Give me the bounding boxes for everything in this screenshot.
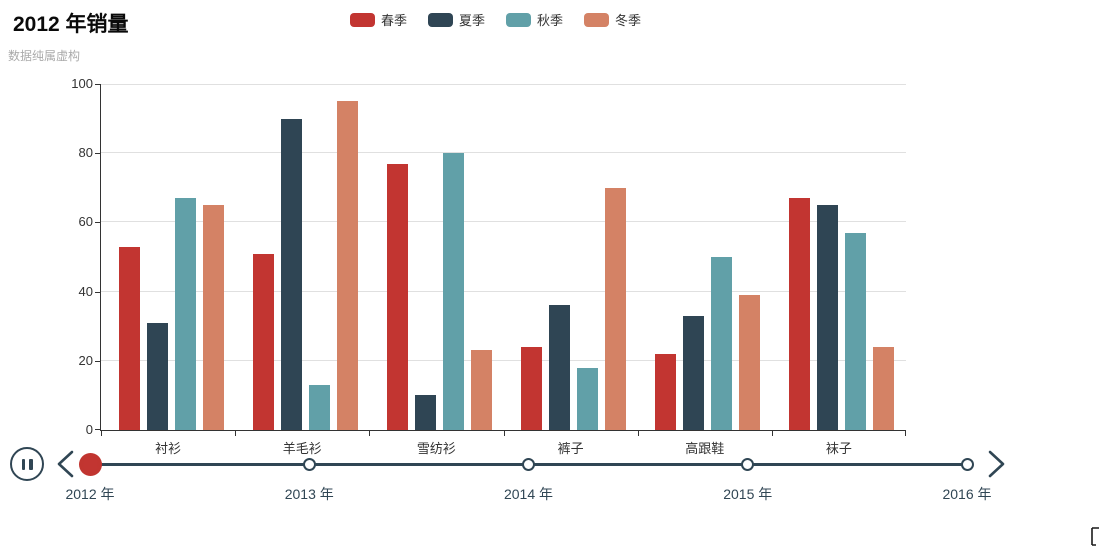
bar[interactable] xyxy=(414,395,436,430)
y-axis-label: 60 xyxy=(78,214,93,230)
chevron-left-icon[interactable] xyxy=(52,448,78,480)
y-axis-label: 40 xyxy=(78,283,93,299)
legend-label: 春季 xyxy=(381,13,408,28)
timeline-node[interactable] xyxy=(302,458,316,471)
bar[interactable] xyxy=(655,353,677,430)
x-axis-tick xyxy=(638,431,639,436)
timeline-node[interactable] xyxy=(522,458,535,471)
legend-swatch-icon xyxy=(428,12,454,27)
y-axis-label: 0 xyxy=(85,422,93,437)
legend-swatch-icon xyxy=(350,12,375,27)
x-axis-label: 羊毛衫 xyxy=(282,441,322,456)
bar[interactable] xyxy=(280,118,302,430)
y-axis-tick xyxy=(95,84,100,85)
play-pause-button[interactable] xyxy=(10,447,44,481)
x-axis-label: 高跟鞋 xyxy=(685,441,725,456)
x-axis-label: 衬衫 xyxy=(155,441,182,456)
bar[interactable] xyxy=(521,346,543,430)
bar[interactable] xyxy=(386,163,408,430)
bar[interactable] xyxy=(605,187,627,430)
bar[interactable] xyxy=(442,153,464,430)
bar[interactable] xyxy=(336,101,358,430)
x-axis-label: 雪纺衫 xyxy=(416,441,456,456)
legend-label: 夏季 xyxy=(459,13,486,28)
timeline-node[interactable] xyxy=(741,458,755,471)
y-axis-tick xyxy=(95,360,100,362)
legend-item-4[interactable]: 冬季 xyxy=(584,10,641,29)
timeline-year-label[interactable]: 2016 年 xyxy=(942,486,992,502)
chevron-right-icon[interactable] xyxy=(984,448,1010,480)
page-title: 2012 年销量 xyxy=(13,13,129,36)
x-axis-tick xyxy=(504,431,505,436)
x-axis-label: 裤子 xyxy=(557,441,584,456)
bar[interactable] xyxy=(146,322,168,430)
gridline xyxy=(101,84,906,85)
y-axis-label: 80 xyxy=(78,145,93,161)
bar[interactable] xyxy=(470,350,492,430)
bar[interactable] xyxy=(174,198,196,430)
bar[interactable] xyxy=(873,346,895,430)
pause-icon xyxy=(21,458,33,470)
bar[interactable] xyxy=(789,198,811,430)
bar[interactable] xyxy=(252,253,274,430)
text-cursor xyxy=(1091,527,1099,546)
y-axis-label: 20 xyxy=(78,352,93,368)
bar[interactable] xyxy=(308,385,330,430)
legend-swatch-icon xyxy=(506,12,532,27)
bar[interactable] xyxy=(549,305,571,430)
gridline xyxy=(101,152,906,154)
x-axis-tick xyxy=(772,431,773,436)
timeline-year-label[interactable]: 2015 年 xyxy=(723,486,773,502)
legend-label: 冬季 xyxy=(615,13,642,28)
gridline xyxy=(101,359,906,361)
legend-item-1[interactable]: 春季 xyxy=(350,10,407,29)
bar[interactable] xyxy=(683,315,705,430)
timeline-year-label[interactable]: 2013 年 xyxy=(284,486,334,502)
y-axis-tick xyxy=(95,153,100,155)
timeline-year-label[interactable]: 2014 年 xyxy=(503,486,554,502)
bar[interactable] xyxy=(739,295,761,430)
legend-item-2[interactable]: 夏季 xyxy=(428,10,485,29)
y-axis-tick xyxy=(95,291,100,293)
y-axis-label: 100 xyxy=(71,76,93,91)
timeline-node[interactable] xyxy=(960,458,974,471)
x-axis-tick xyxy=(235,431,236,436)
timeline-year-label[interactable]: 2012 年 xyxy=(65,486,115,502)
bar[interactable] xyxy=(845,232,867,430)
legend-label: 秋季 xyxy=(537,13,564,28)
x-axis-label: 袜子 xyxy=(825,441,852,456)
bar[interactable] xyxy=(577,367,599,430)
gridline xyxy=(101,221,906,223)
page-subtitle: 数据纯属虚构 xyxy=(8,49,81,63)
legend: 春季 夏季 秋季 冬季 xyxy=(350,10,662,29)
bar[interactable] xyxy=(118,246,140,430)
timeline-checkpoint[interactable] xyxy=(78,453,102,476)
y-axis-tick xyxy=(95,222,100,224)
legend-item-3[interactable]: 秋季 xyxy=(506,10,563,29)
x-axis-tick xyxy=(101,431,102,436)
bar[interactable] xyxy=(817,205,839,430)
x-axis-tick xyxy=(369,431,370,436)
gridline xyxy=(101,290,906,292)
bar[interactable] xyxy=(202,205,224,430)
legend-swatch-icon xyxy=(584,12,610,27)
bar[interactable] xyxy=(711,257,733,430)
y-axis-tick xyxy=(95,429,100,430)
timeline: 2012 年 2013 年 2014 年 2015 年 2016 年 xyxy=(0,440,1106,515)
x-axis-tick xyxy=(905,431,906,436)
plot-area: 0 20 40 60 80 100 衬衫 羊毛衫 雪纺衫 裤子 高跟鞋 袜子 xyxy=(71,77,906,456)
